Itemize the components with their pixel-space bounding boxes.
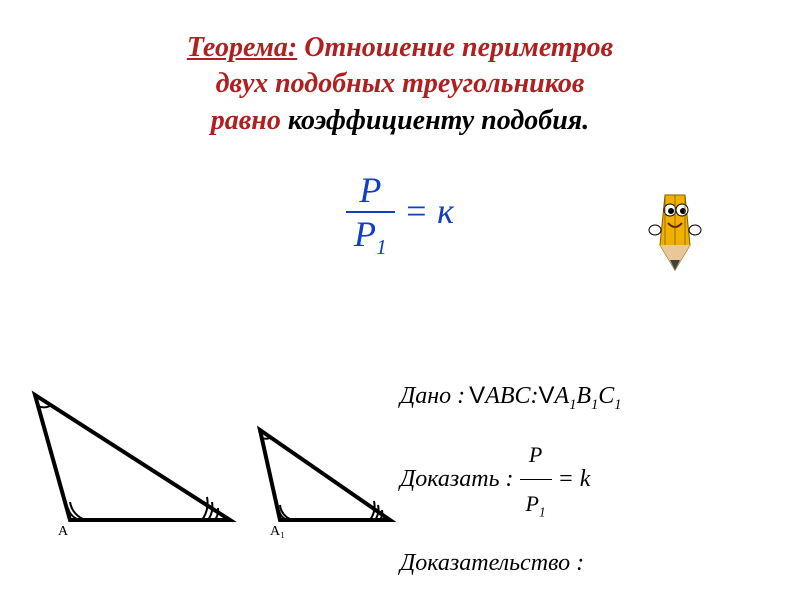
proof-block: Дано : VABC : VA1B1C1 Доказать : P P1 = … [400, 370, 622, 597]
title-part2: двух подобных треугольников [216, 68, 585, 99]
fraction-denominator: P1 [346, 213, 395, 260]
title-part3a: равно [211, 105, 288, 136]
a1: A1 [555, 370, 577, 423]
vertex-a-label: A [58, 524, 69, 539]
given-label: Дано : [400, 370, 465, 423]
triangle-symbol-2: V [539, 370, 555, 423]
proof-label: Доказательство : [400, 537, 584, 590]
triangles-diagram: A A₁ [30, 370, 410, 550]
proof-label-line: Доказательство : [400, 537, 622, 590]
vertex-a1-label: A₁ [270, 524, 285, 539]
theorem-title: Теорема: Отношение периметров двух подоб… [0, 0, 800, 149]
triangle-abc [35, 395, 230, 520]
triangle-symbol-1: V [469, 370, 485, 423]
pencil-character-icon [640, 185, 710, 275]
prove-label: Доказать : [400, 453, 514, 506]
title-part1: Отношение периметров [297, 32, 613, 63]
triangle-abc-text: ABC [485, 370, 530, 423]
theorem-label: Теорема: [187, 32, 297, 63]
equals-k-proof: = k [558, 453, 591, 506]
fraction-numerator: P [346, 169, 395, 213]
equals-k: = к [404, 191, 454, 231]
given-line: Дано : VABC : VA1B1C1 [400, 370, 622, 423]
title-part3b: коэффициенту подобия. [288, 105, 589, 136]
prove-fraction: P P1 [520, 431, 552, 529]
fraction-p-p1: P P1 [346, 169, 395, 260]
c1: C1 [598, 370, 621, 423]
similar-colon: : [531, 370, 539, 423]
prove-line: Доказать : P P1 = k [400, 431, 622, 529]
b1: B1 [576, 370, 598, 423]
